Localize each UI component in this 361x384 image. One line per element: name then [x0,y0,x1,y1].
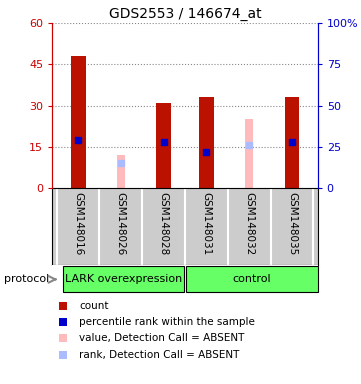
Bar [245,119,253,188]
Bar [117,155,125,188]
Text: percentile rank within the sample: percentile rank within the sample [79,317,255,327]
Text: GSM148032: GSM148032 [244,192,254,255]
Bar [186,266,318,292]
Bar [156,103,171,188]
Text: GSM148028: GSM148028 [158,192,169,255]
Text: value, Detection Call = ABSENT: value, Detection Call = ABSENT [79,333,244,343]
Text: GSM148016: GSM148016 [73,192,83,255]
Title: GDS2553 / 146674_at: GDS2553 / 146674_at [109,7,261,21]
Text: GSM148035: GSM148035 [287,192,297,255]
Text: LARK overexpression: LARK overexpression [65,274,183,285]
Bar [199,98,214,188]
Bar [284,98,300,188]
Text: GSM148026: GSM148026 [116,192,126,255]
Bar [70,56,86,188]
Text: rank, Detection Call = ABSENT: rank, Detection Call = ABSENT [79,350,239,360]
Text: count: count [79,301,108,311]
Text: GSM148031: GSM148031 [201,192,212,255]
Bar [63,266,184,292]
Text: protocol: protocol [4,274,50,285]
Text: control: control [232,274,271,285]
